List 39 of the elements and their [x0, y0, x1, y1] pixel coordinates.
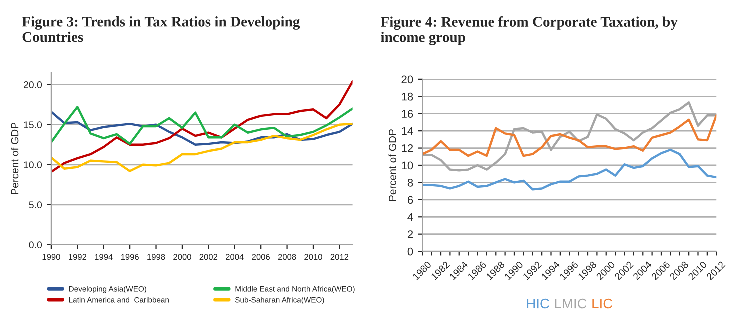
- x-tick-label: 1990: [42, 254, 60, 260]
- y-tick-label: 6: [408, 196, 414, 204]
- x-tick-label: 1998: [148, 254, 166, 260]
- x-tick-label: 2012: [330, 254, 349, 260]
- x-tick-label: 1994: [95, 254, 113, 260]
- x-tick-label: 2008: [278, 254, 296, 260]
- line-series: [422, 148, 717, 191]
- line-series: [422, 114, 717, 158]
- chart-title: Figure 3: Trends in Tax Ratios in Developing Countries: [22, 16, 300, 42]
- x-tick-label: 1992: [69, 254, 87, 260]
- y-tick-label: 20: [402, 76, 414, 84]
- x-tick-label: 2000: [174, 254, 192, 260]
- y-tick-label: 2: [408, 230, 414, 238]
- y-tick-label: 8: [408, 178, 414, 187]
- y-tick-label: 0.0: [29, 242, 42, 249]
- line-series: [51, 80, 353, 174]
- line-series: [51, 122, 353, 172]
- x-tick-label: 2002: [200, 254, 218, 260]
- y-tick-label: 18: [402, 92, 414, 101]
- x-tick-label: 2010: [304, 254, 322, 260]
- y-tick-label: 10.0: [24, 162, 42, 169]
- y-tick-label: 4: [408, 214, 414, 222]
- text: HIC: [527, 298, 550, 309]
- y-axis-title: Percent of GDP: [388, 130, 396, 202]
- y-tick-label: 20.0: [24, 82, 42, 88]
- y-tick-label: 16: [402, 110, 414, 118]
- text: LMIC: [555, 298, 587, 309]
- y-tick-label: 10: [402, 162, 414, 170]
- y-tick-label: 14: [402, 127, 414, 136]
- y-tick-label: 12: [402, 144, 414, 152]
- x-tick-label: 2004: [226, 254, 244, 260]
- text: LIC: [592, 298, 613, 309]
- x-tick-label: 2006: [252, 254, 270, 260]
- chart-title: Figure 4: Revenue from Corporate Taxation, by income group: [380, 16, 678, 46]
- x-tick-label: 1996: [121, 254, 139, 260]
- y-tick-label: 15.0: [24, 122, 42, 128]
- y-tick-label: 0: [408, 248, 414, 256]
- y-axis-title: Percent of GDP: [11, 122, 19, 194]
- y-tick-label: 5.0: [29, 202, 42, 209]
